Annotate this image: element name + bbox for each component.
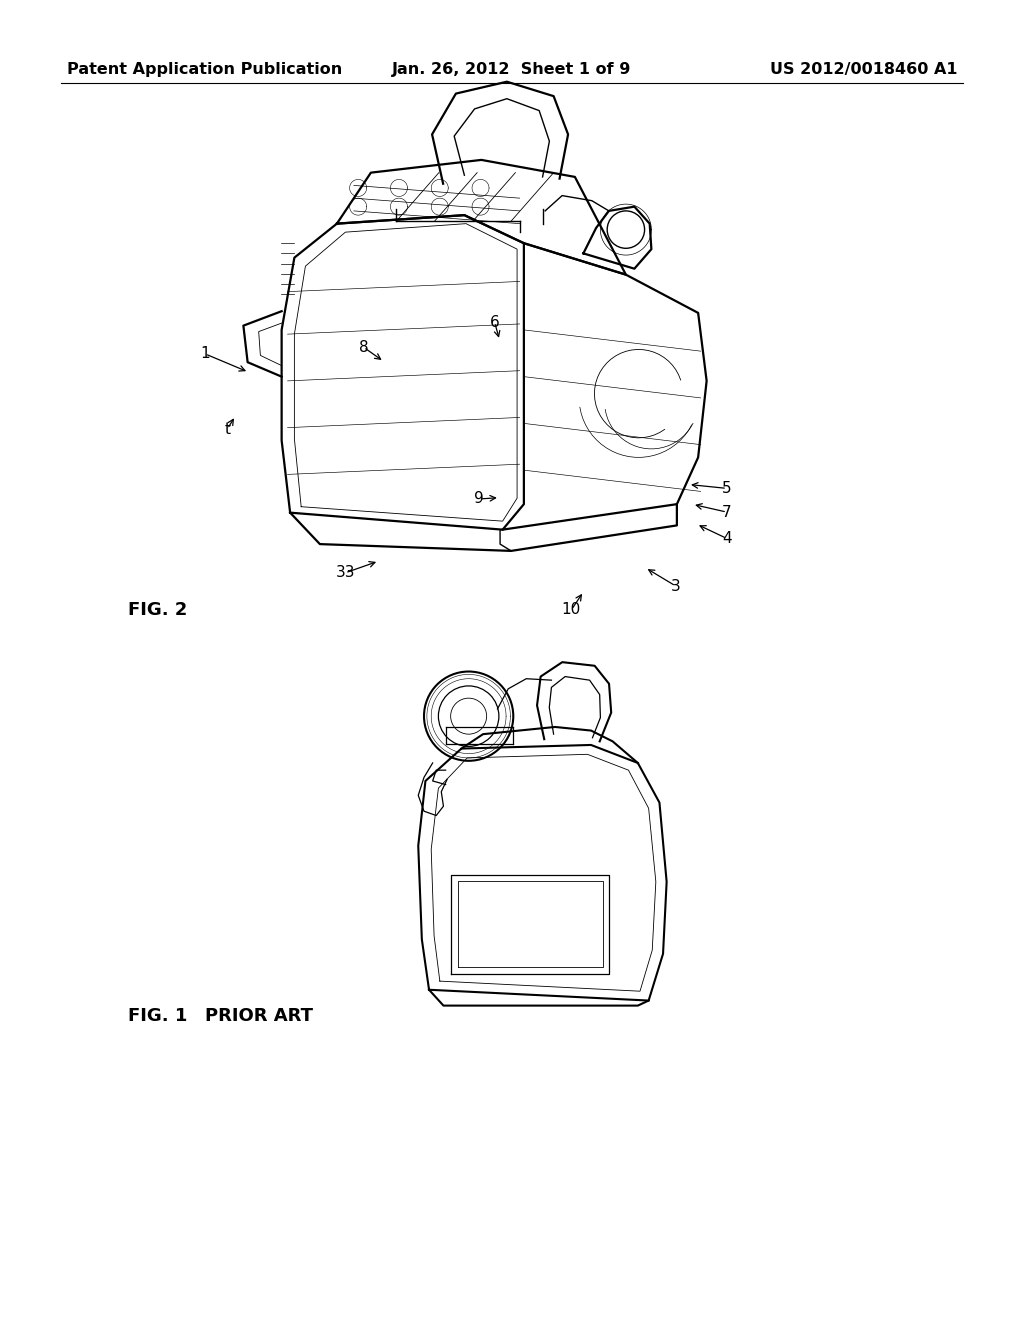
Text: 7: 7: [722, 504, 732, 520]
Text: 33: 33: [335, 565, 355, 581]
Text: FIG. 2: FIG. 2: [128, 601, 187, 619]
Text: FIG. 1: FIG. 1: [128, 1007, 187, 1026]
Text: 1: 1: [200, 346, 210, 362]
Text: 8: 8: [358, 339, 369, 355]
Text: Patent Application Publication: Patent Application Publication: [67, 62, 342, 78]
Text: US 2012/0018460 A1: US 2012/0018460 A1: [770, 62, 957, 78]
Text: 9: 9: [474, 491, 484, 507]
Text: 4: 4: [722, 531, 732, 546]
Text: 5: 5: [722, 480, 732, 496]
Text: PRIOR ART: PRIOR ART: [205, 1007, 312, 1026]
Text: 10: 10: [562, 602, 581, 618]
Text: t: t: [224, 421, 230, 437]
Text: 3: 3: [671, 578, 681, 594]
Text: 6: 6: [489, 314, 500, 330]
Text: Jan. 26, 2012  Sheet 1 of 9: Jan. 26, 2012 Sheet 1 of 9: [392, 62, 632, 78]
